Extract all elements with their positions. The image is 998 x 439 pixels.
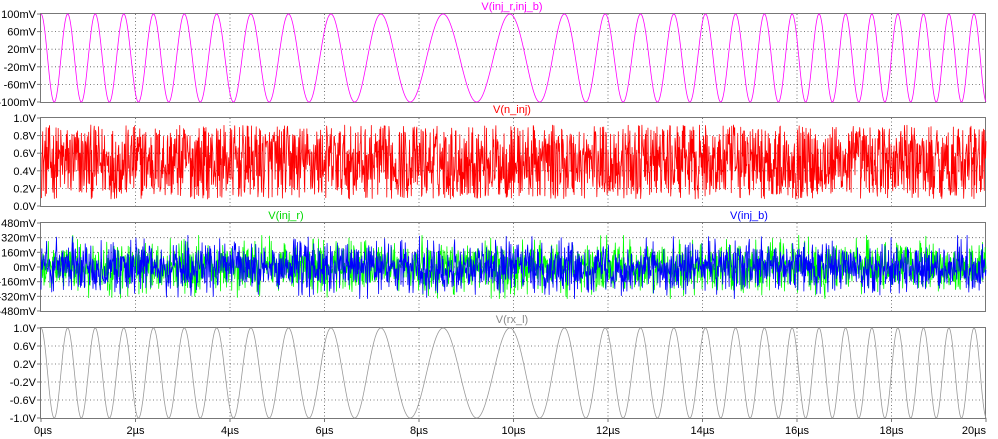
y-tick-label: 1.0V (13, 323, 36, 335)
x-tick-label: 20µs (962, 425, 987, 437)
y-tick-label: -160mV (0, 277, 37, 289)
y-tick-label: -60mV (4, 79, 37, 91)
y-tick-label: 0mV (13, 262, 36, 274)
pane-n-inj: 1.0V 0.8V 0.6V 0.4V 0.2V 0.0V V(n_inj) (13, 104, 987, 213)
y-tick-label: 0.4V (13, 166, 36, 178)
y-tick-label: -480mV (0, 306, 37, 318)
y-tick-label: 0.2V (13, 359, 36, 371)
pane-titles: V(inj_r) V(inj_b) (268, 210, 768, 222)
y-tick-label: 60mV (7, 27, 36, 39)
pane-inj-diff: 100mV 60mV 20mV -20mV -60mV -100mV V(inj_r,in… (0, 1, 987, 109)
pane-rx-l: 1.0V 0.6V 0.2V -0.2V -0.6V -1.0V V(rx_l) (10, 314, 987, 425)
y-tick-label: -20mV (4, 62, 37, 74)
pane-grid (41, 328, 986, 418)
pane-frame (40, 327, 986, 419)
y-tick-label: 160mV (1, 247, 37, 259)
pane-traces (40, 234, 987, 300)
x-tick-label: 2µs (127, 425, 145, 437)
pane-traces (40, 13, 987, 103)
y-tick-label: 20mV (7, 44, 36, 56)
pane-frame (40, 117, 986, 207)
y-tick-label: 0.8V (13, 131, 36, 143)
pane-traces (40, 327, 987, 419)
y-tick-label: -320mV (0, 291, 37, 303)
trace-line-2-1 (40, 234, 987, 300)
y-tick-label: 320mV (1, 233, 37, 245)
y-tick-label: 0.6V (13, 341, 36, 353)
x-tick-label: 6µs (316, 425, 334, 437)
x-tick-label: 10µs (501, 425, 526, 437)
trace-title-inj-diff: V(inj_r,inj_b) (481, 1, 542, 13)
y-tick-label: 100mV (1, 9, 37, 21)
pane-grid (41, 14, 986, 102)
x-tick-label: 14µs (690, 425, 715, 437)
x-tick-label: 8µs (410, 425, 428, 437)
pane-titles: V(n_inj) (493, 104, 531, 116)
x-tick-label: 4µs (221, 425, 239, 437)
y-tick-label: -1.0V (10, 413, 37, 425)
pane-frame (40, 13, 986, 103)
y-tick-label: 0.0V (13, 201, 36, 213)
x-axis: 0µs 2µs 4µs 6µs 8µs 10µs 12µs 14µs 16µs 18µs 20µs (34, 418, 987, 437)
y-tick-label: 480mV (1, 218, 37, 230)
y-tick-label: 0.2V (13, 183, 36, 195)
pane-inj-r-b: 480mV 320mV 160mV 0mV -160mV -320mV -480mV V(i… (0, 210, 987, 318)
trace-title-inj-b: V(inj_b) (730, 210, 768, 222)
trace-line-0-0 (40, 13, 987, 103)
y-tick-label: -0.2V (10, 377, 37, 389)
trace-title-inj-r: V(inj_r) (268, 210, 303, 222)
y-tick-label: -0.6V (10, 395, 37, 407)
pane-traces (40, 124, 987, 200)
y-tick-label: 0.6V (13, 148, 36, 160)
trace-line-1-0 (40, 124, 987, 200)
y-tick-label: -100mV (0, 97, 37, 109)
y-tick-label: 1.0V (13, 113, 36, 125)
y-axis-ticks: 480mV 320mV 160mV 0mV -160mV -320mV -480mV (0, 218, 41, 318)
y-axis-ticks: 100mV 60mV 20mV -20mV -60mV -100mV (0, 9, 41, 109)
trace-line-3-0 (40, 327, 987, 419)
y-axis-ticks: 1.0V 0.8V 0.6V 0.4V 0.2V 0.0V (13, 113, 41, 213)
trace-title-n-inj: V(n_inj) (493, 104, 531, 116)
x-tick-label: 12µs (596, 425, 621, 437)
x-tick-label: 16µs (785, 425, 810, 437)
pane-titles: V(inj_r,inj_b) (481, 1, 542, 13)
x-tick-label: 0µs (34, 425, 52, 437)
x-tick-label: 18µs (879, 425, 904, 437)
y-axis-ticks: 1.0V 0.6V 0.2V -0.2V -0.6V -1.0V (10, 323, 41, 425)
pane-titles: V(rx_l) (496, 314, 528, 326)
trace-title-rx-l: V(rx_l) (496, 314, 528, 326)
